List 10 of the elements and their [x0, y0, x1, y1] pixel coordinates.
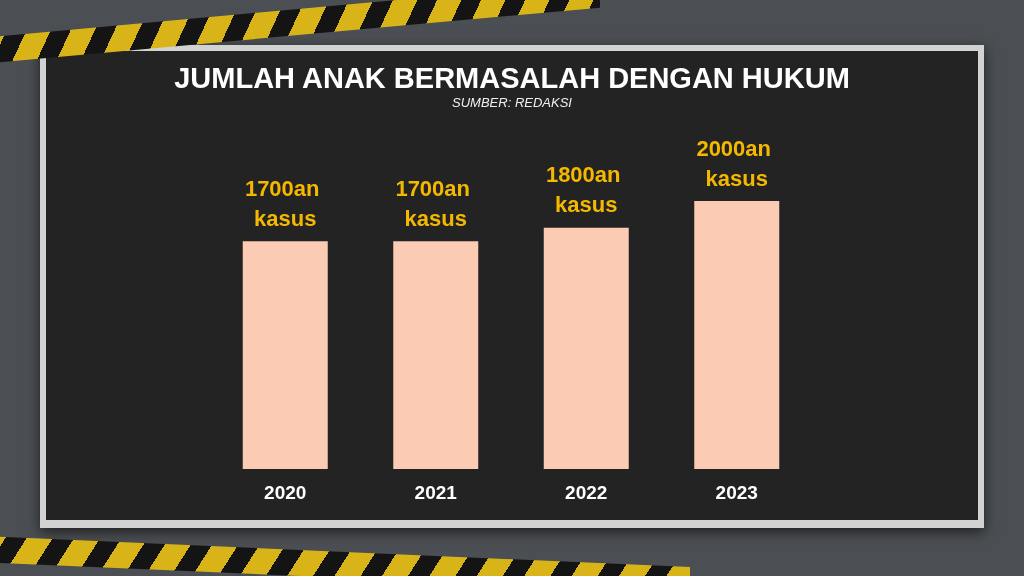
- x-tick-label: 2022: [565, 482, 608, 503]
- data-label: 2000an kasus: [696, 135, 778, 191]
- x-tick-label: 2021: [414, 482, 458, 503]
- chart-subtitle: SUMBER: REDAKSI: [452, 95, 573, 110]
- data-label: 1700an kasus: [395, 175, 477, 231]
- x-tick-label: 2020: [264, 482, 307, 503]
- chart-title: JUMLAH ANAK BERMASALAH DENGAN HUKUM: [174, 61, 850, 94]
- data-label: 1700an kasus: [244, 175, 326, 231]
- x-tick-label: 2023: [715, 482, 758, 503]
- data-label: 1800an kasus: [545, 162, 627, 218]
